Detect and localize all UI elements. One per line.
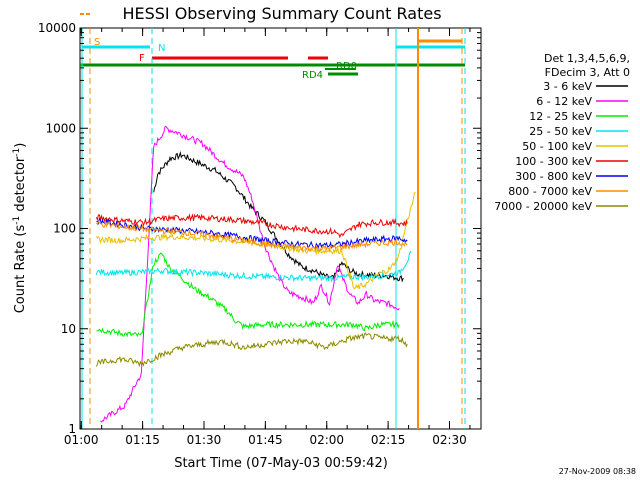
annotation-s: S xyxy=(94,37,100,48)
legend-header-line2: FDecim 3, Att 0 xyxy=(545,66,630,79)
legend-label: 25 - 50 keV xyxy=(529,125,592,138)
legend: 3 - 6 keV 6 - 12 keV 12 - 25 keV 25 - 50 ke… xyxy=(494,80,628,213)
x-tick-label: 01:00 xyxy=(64,433,99,447)
series-line-7 xyxy=(95,220,408,253)
x-axis-label: Start Time (07-May-03 00:59:42) xyxy=(174,456,388,471)
legend-header-line1: Det 1,3,4,5,6,9, xyxy=(544,52,630,65)
annotation-n: N xyxy=(158,43,165,54)
x-tick-label: 02:30 xyxy=(432,433,467,447)
series-line-8 xyxy=(95,332,408,368)
y-tick-label: 10000 xyxy=(38,21,76,35)
annotation-f: F xyxy=(139,53,145,64)
legend-label: 7000 - 20000 keV xyxy=(494,200,592,213)
annotation-rd0: RD0 xyxy=(336,61,357,72)
y-tick-label: 1 xyxy=(68,422,76,436)
legend-label: 12 - 25 keV xyxy=(529,110,592,123)
y-axis-label-sup1: -1 xyxy=(12,216,22,225)
y-tick-label: 10 xyxy=(61,322,76,336)
y-tick-label: 1000 xyxy=(45,121,76,135)
legend-label: 100 - 300 keV xyxy=(515,155,592,168)
series-line-4 xyxy=(95,191,416,290)
y-axis-label-part3: ) xyxy=(13,143,28,148)
x-tick-label: 01:30 xyxy=(187,433,222,447)
series-line-3 xyxy=(95,250,412,283)
legend-label: 6 - 12 keV xyxy=(536,95,592,108)
x-tick-label: 02:00 xyxy=(309,433,344,447)
x-tick-label: 02:15 xyxy=(371,433,406,447)
orbit-indicators xyxy=(80,13,465,76)
axis-layer: 1 10 100 1000 10000 01:00 01:15 01:30 01:45 02:00… xyxy=(38,21,481,447)
legend-label: 300 - 800 keV xyxy=(515,170,592,183)
chart-title: HESSI Observing Summary Count Rates xyxy=(122,4,441,23)
series-layer xyxy=(95,125,416,423)
y-axis-label-part2: detector xyxy=(13,156,28,216)
legend-label: 50 - 100 keV xyxy=(522,140,592,153)
series-line-0 xyxy=(153,151,404,283)
legend-label: 800 - 7000 keV xyxy=(508,185,592,198)
series-line-5 xyxy=(95,213,408,239)
x-tick-label: 01:45 xyxy=(248,433,283,447)
series-line-1 xyxy=(100,125,400,423)
legend-label: 3 - 6 keV xyxy=(543,80,592,93)
series-line-2 xyxy=(96,252,400,338)
annotation-rd4: RD4 xyxy=(302,70,323,81)
y-axis-label-sup2: -1 xyxy=(12,148,22,157)
y-axis-label-part1: Count Rate (s xyxy=(13,225,28,314)
y-axis-label: Count Rate (s-1 detector-1) xyxy=(12,143,28,314)
timestamp: 27-Nov-2009 08:38 xyxy=(559,467,636,476)
x-tick-label: 01:15 xyxy=(125,433,160,447)
y-tick-label: 100 xyxy=(53,222,76,236)
